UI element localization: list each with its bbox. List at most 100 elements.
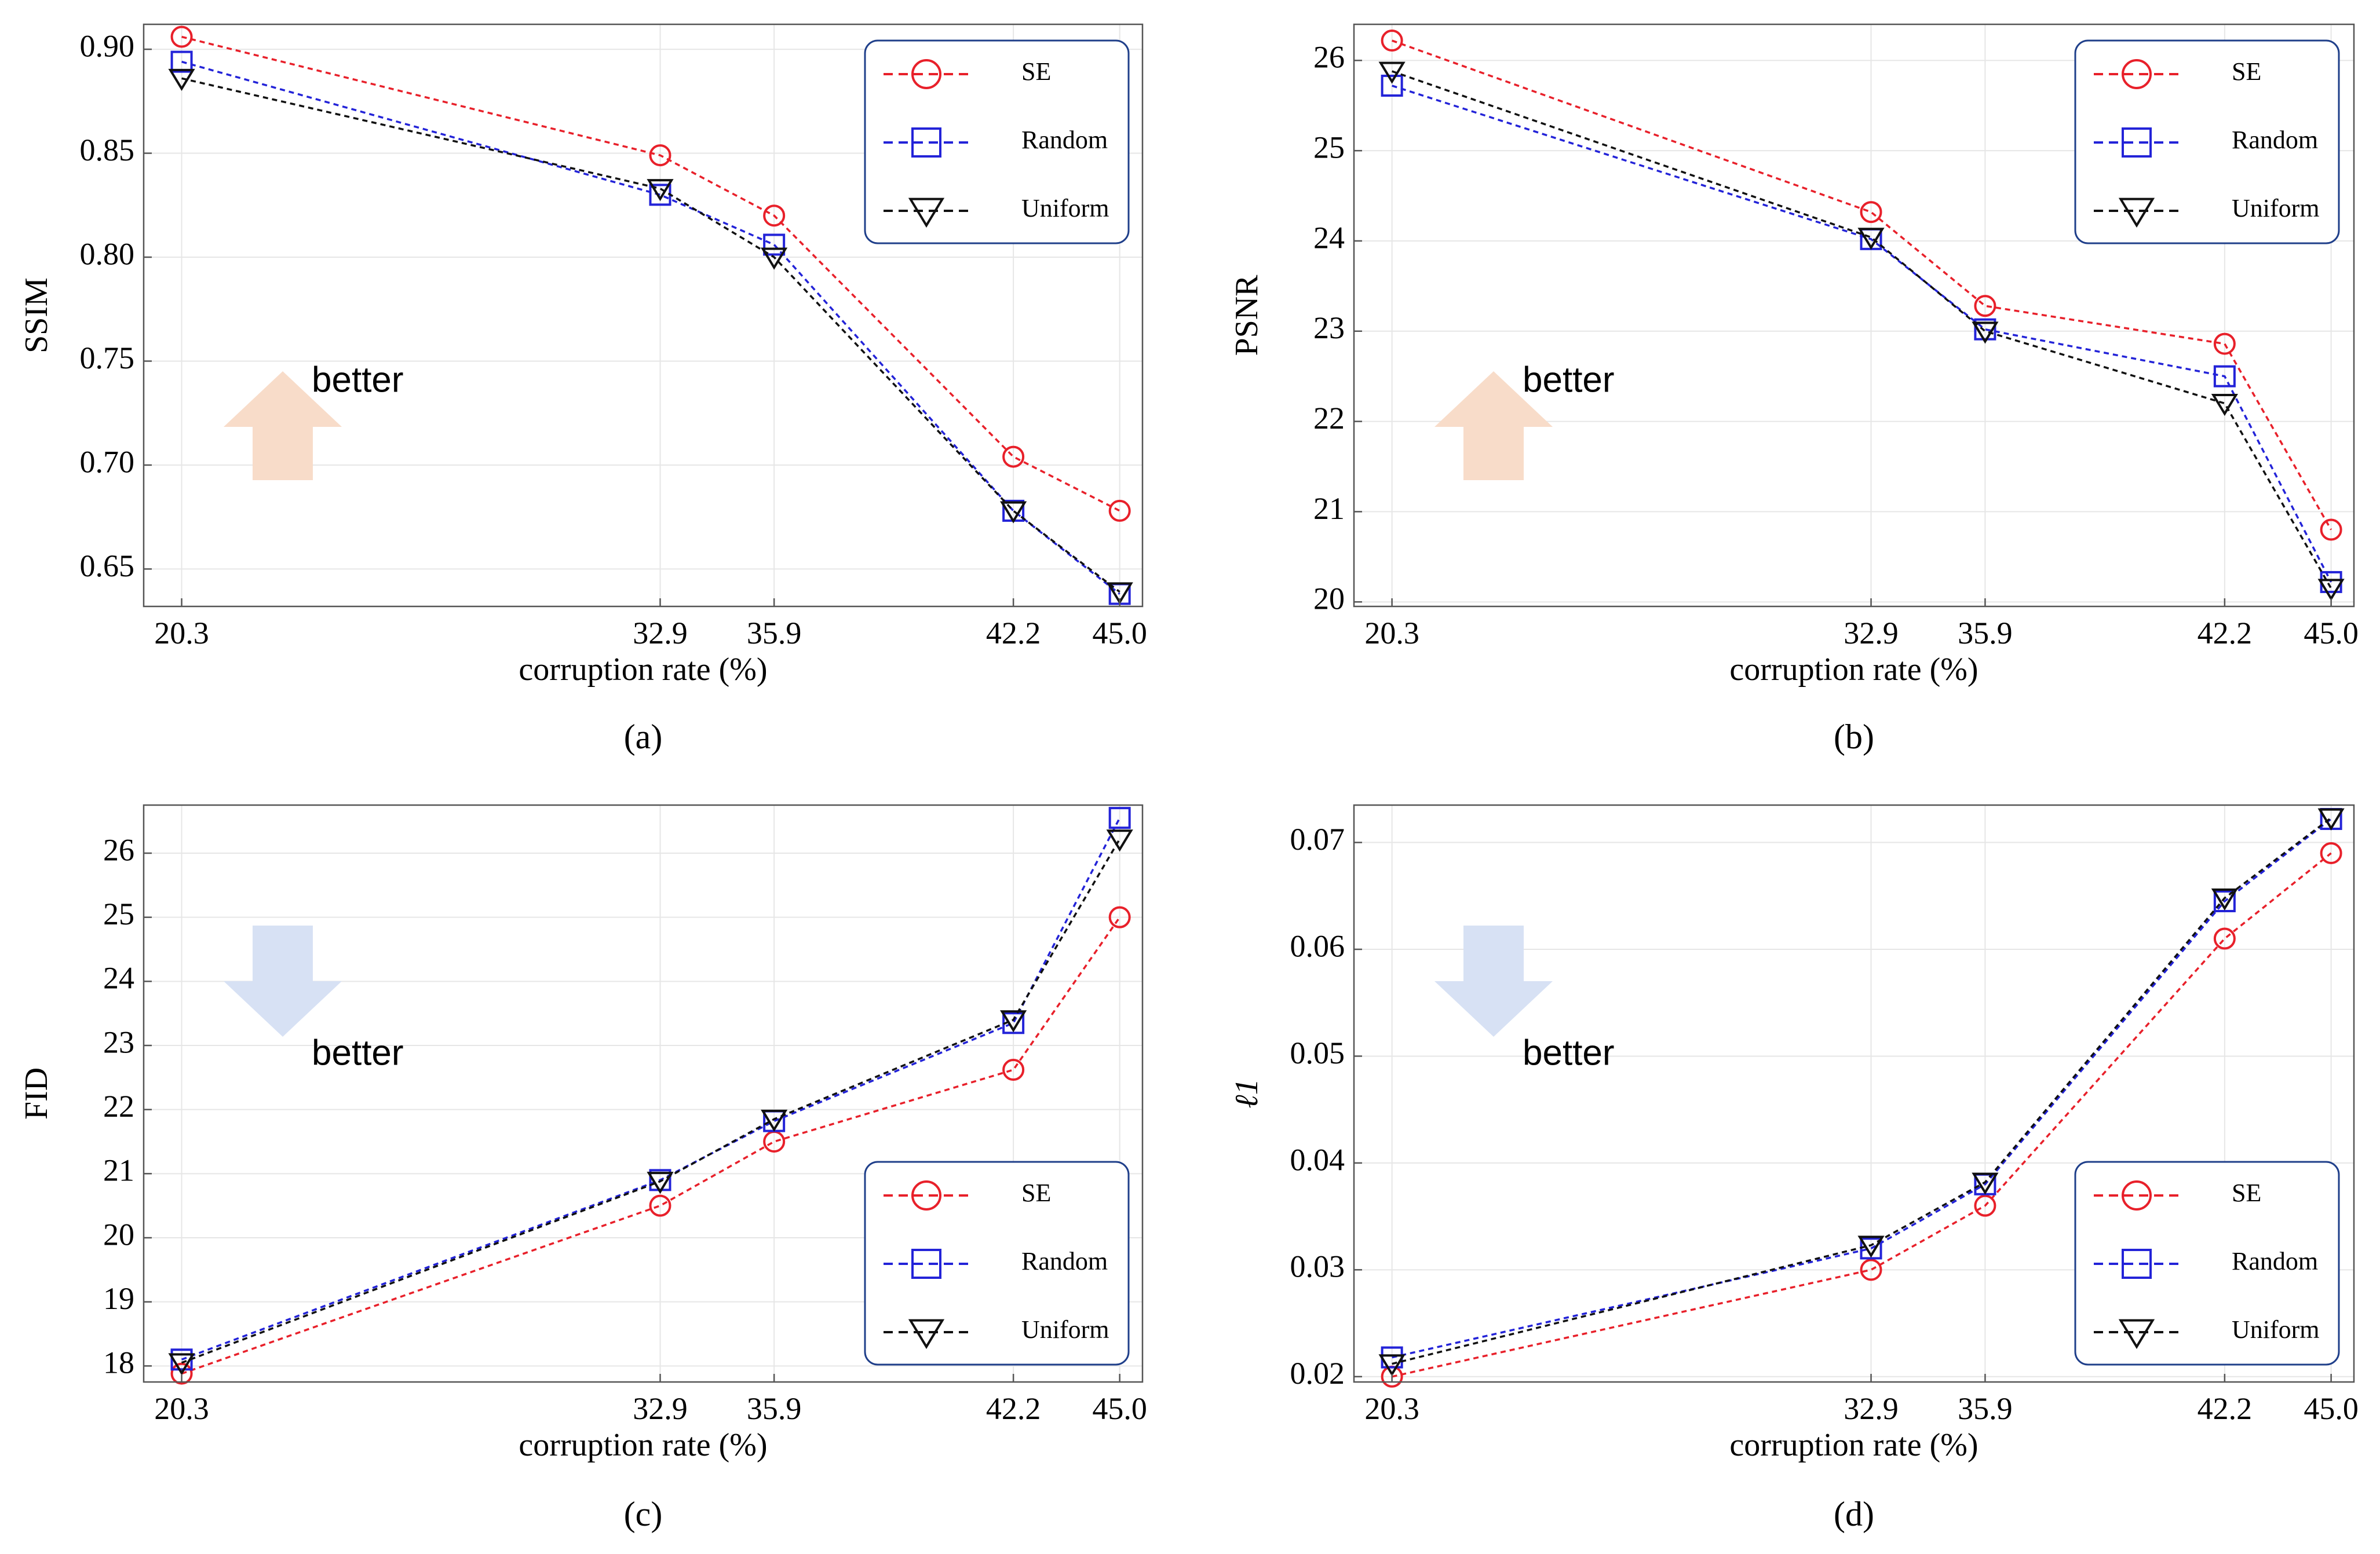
series-se bbox=[1381, 30, 2342, 541]
legend-marker-triangle-icon bbox=[908, 198, 945, 228]
panel-caption: (a) bbox=[624, 718, 663, 756]
legend-label: Random bbox=[1021, 126, 1108, 154]
data-point bbox=[1974, 318, 1996, 341]
data-point bbox=[1857, 228, 1885, 250]
data-point bbox=[647, 1172, 674, 1194]
legend: SE Random Uniform bbox=[2074, 39, 2340, 244]
series-line bbox=[181, 817, 1121, 1361]
series-line bbox=[181, 838, 1121, 1364]
arrow-up-icon bbox=[224, 371, 342, 480]
y-tick-label: 24 bbox=[1313, 220, 1345, 255]
series-uniform bbox=[168, 68, 1133, 605]
axes-frame bbox=[143, 804, 1144, 1383]
legend-marker-circle-icon bbox=[911, 1180, 941, 1211]
data-point bbox=[2213, 927, 2236, 950]
x-tick-label: 32.9 bbox=[1844, 616, 1899, 650]
legend: SE Random Uniform bbox=[864, 39, 1130, 244]
data-point bbox=[1381, 74, 1403, 97]
y-tick-label: 21 bbox=[1313, 491, 1345, 526]
data-point bbox=[168, 1353, 195, 1376]
data-point bbox=[1378, 61, 1406, 84]
y-tick-label: 22 bbox=[1313, 401, 1345, 436]
data-point bbox=[1378, 1354, 1406, 1377]
legend-box bbox=[864, 39, 1130, 244]
better-label: better bbox=[1523, 360, 1615, 400]
legend-marker-triangle-icon bbox=[2118, 198, 2155, 228]
data-point bbox=[1106, 582, 1133, 605]
chart-panel-1: better 20.3 32.9 35.9 42.2 45.0 0.65 0.70 0.75 0.… bbox=[19, 23, 1147, 756]
series-line bbox=[181, 35, 1120, 512]
data-point bbox=[1108, 807, 1131, 829]
data-point bbox=[1108, 906, 1131, 928]
y-tick-label: 24 bbox=[103, 961, 134, 996]
chart-panel-2: better 20.3 32.9 35.9 42.2 45.0 20 21 22 23 24 25 26… bbox=[1229, 23, 2359, 756]
chart-panel-3: better 20.3 32.9 35.9 42.2 45.0 18 19 20 21 22 23 24… bbox=[19, 804, 1147, 1533]
data-point bbox=[2213, 890, 2236, 912]
data-point bbox=[1002, 1059, 1025, 1081]
y-tick-label: 20 bbox=[103, 1217, 134, 1252]
data-point bbox=[649, 144, 671, 167]
data-point bbox=[761, 1109, 788, 1132]
series-line bbox=[181, 77, 1120, 593]
legend-label: Uniform bbox=[2232, 1315, 2320, 1344]
x-axis-label: corruption rate (%) bbox=[519, 1427, 767, 1463]
legend: SE Random Uniform bbox=[864, 1161, 1130, 1366]
data-point bbox=[1972, 321, 1999, 344]
data-point bbox=[2317, 808, 2345, 831]
panel-caption: (d) bbox=[1834, 1495, 1874, 1533]
series-line bbox=[181, 60, 1120, 595]
y-tick-label: 22 bbox=[103, 1089, 134, 1124]
legend-label: Uniform bbox=[1021, 194, 1109, 222]
legend-marker-circle-icon bbox=[2122, 59, 2152, 89]
data-point bbox=[1106, 829, 1133, 852]
legend-marker-circle-icon bbox=[911, 59, 941, 89]
x-tick-label: 42.2 bbox=[986, 616, 1041, 650]
legend-box bbox=[2074, 39, 2340, 244]
axes-frame bbox=[1353, 804, 2355, 1383]
data-point bbox=[1974, 1194, 1996, 1217]
series-line bbox=[1392, 85, 2332, 583]
x-tick-label: 35.9 bbox=[747, 616, 802, 650]
x-axis-label: corruption rate (%) bbox=[1729, 652, 1978, 688]
y-tick-label: 0.03 bbox=[1290, 1249, 1345, 1284]
legend-label: Random bbox=[2232, 126, 2318, 154]
y-tick-label: 0.75 bbox=[80, 341, 135, 375]
y-tick-label: 0.07 bbox=[1290, 822, 1345, 857]
x-tick-label: 42.2 bbox=[2198, 1391, 2253, 1426]
data-point bbox=[2211, 888, 2238, 911]
legend-label: Random bbox=[2232, 1247, 2318, 1275]
legend-label: SE bbox=[2232, 1179, 2261, 1207]
legend-label: Uniform bbox=[2232, 194, 2320, 222]
x-axis-label: corruption rate (%) bbox=[1729, 1427, 1978, 1463]
data-point bbox=[2317, 579, 2345, 601]
y-tick-label: 25 bbox=[1313, 130, 1345, 165]
legend-marker-square-icon bbox=[911, 127, 941, 158]
legend-marker-square-icon bbox=[2122, 127, 2152, 158]
y-tick-label: 0.06 bbox=[1290, 928, 1345, 963]
x-axis-label: corruption rate (%) bbox=[519, 652, 767, 688]
legend-label: SE bbox=[1021, 57, 1051, 86]
x-tick-label: 45.0 bbox=[2304, 1391, 2359, 1426]
legend-label: Uniform bbox=[1021, 1315, 1109, 1344]
chart-panel-4: better 20.3 32.9 35.9 42.2 45.0 0.02 0.03 0.04 0.… bbox=[1229, 804, 2359, 1533]
legend-label: Random bbox=[1021, 1247, 1108, 1275]
x-tick-label: 35.9 bbox=[1958, 1391, 2013, 1426]
data-point bbox=[1381, 30, 1403, 52]
data-point bbox=[1000, 501, 1027, 524]
x-tick-label: 42.2 bbox=[2198, 616, 2253, 650]
legend: SE Random Uniform bbox=[2074, 1161, 2340, 1366]
data-point bbox=[170, 1362, 193, 1385]
better-label: better bbox=[1523, 1033, 1615, 1073]
data-point bbox=[1860, 201, 1882, 224]
legend-box bbox=[2074, 1161, 2340, 1366]
x-tick-label: 42.2 bbox=[986, 1391, 1041, 1426]
legend-label: SE bbox=[1021, 1179, 1051, 1207]
y-tick-label: 23 bbox=[1313, 310, 1345, 345]
series-line bbox=[1392, 852, 2332, 1378]
data-point bbox=[2213, 365, 2236, 387]
legend-marker-triangle-icon bbox=[2118, 1319, 2155, 1350]
y-tick-label: 0.04 bbox=[1290, 1142, 1345, 1177]
x-tick-label: 32.9 bbox=[633, 1391, 688, 1426]
panel-caption: (c) bbox=[624, 1495, 663, 1533]
panel-caption: (b) bbox=[1834, 718, 1874, 756]
